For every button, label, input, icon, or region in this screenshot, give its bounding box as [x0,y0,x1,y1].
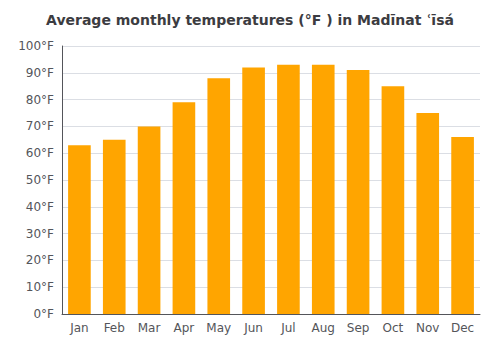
svg-text:Apr: Apr [174,321,195,335]
svg-text:Jun: Jun [243,321,263,335]
svg-text:50°F: 50°F [26,173,54,187]
svg-text:80°F: 80°F [26,93,54,107]
svg-text:Jan: Jan [69,321,89,335]
svg-text:0°F: 0°F [33,307,54,321]
svg-text:Jul: Jul [280,321,295,335]
svg-text:40°F: 40°F [26,200,54,214]
svg-text:90°F: 90°F [26,66,54,80]
svg-text:May: May [206,321,231,335]
svg-text:10°F: 10°F [26,280,54,294]
svg-text:Average monthly temperatures (: Average monthly temperatures (°F ) in Ma… [46,12,454,28]
svg-text:Mar: Mar [138,321,161,335]
svg-text:20°F: 20°F [26,253,54,267]
svg-text:100°F: 100°F [18,39,54,53]
svg-text:Oct: Oct [383,321,404,335]
svg-text:70°F: 70°F [26,119,54,133]
svg-text:Sep: Sep [347,321,370,335]
svg-text:Nov: Nov [416,321,439,335]
svg-text:60°F: 60°F [26,146,54,160]
svg-text:Aug: Aug [312,321,335,335]
svg-text:Dec: Dec [451,321,474,335]
svg-text:30°F: 30°F [26,227,54,241]
svg-text:Feb: Feb [104,321,125,335]
